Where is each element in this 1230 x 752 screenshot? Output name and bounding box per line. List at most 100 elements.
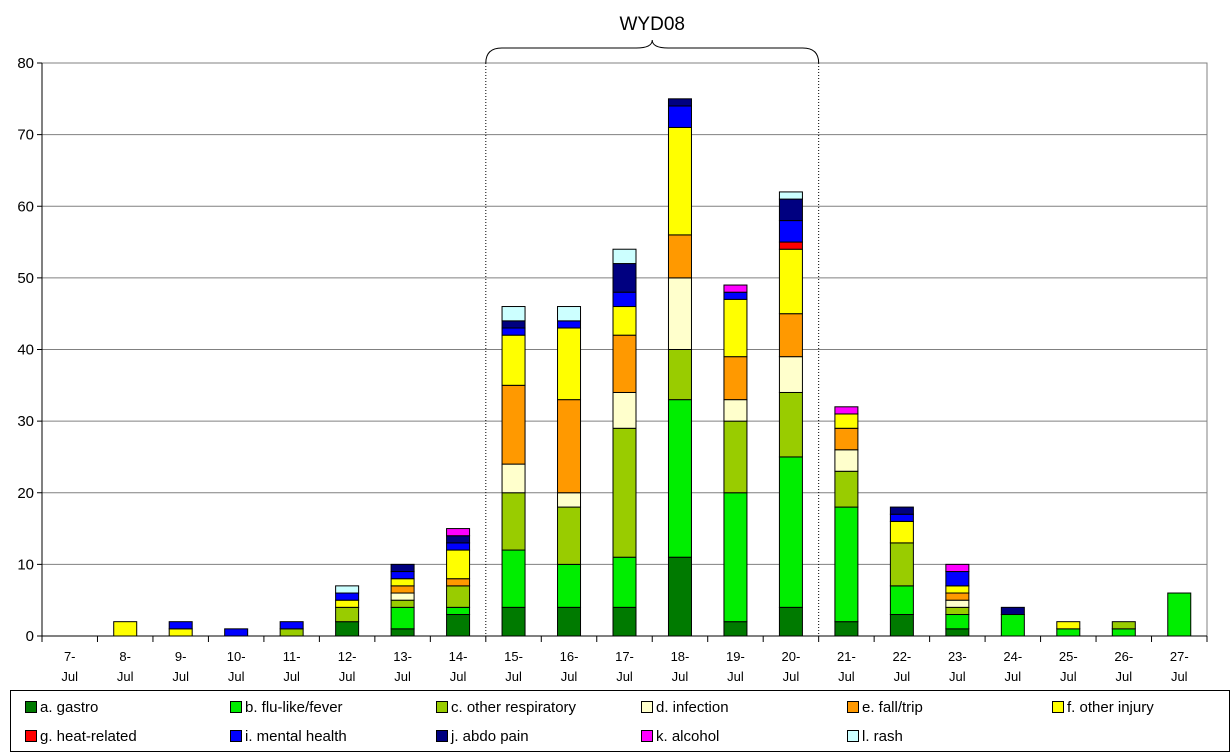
legend-item: g. heat-related <box>25 728 137 745</box>
bar-segment <box>778 241 803 250</box>
bar-segment <box>557 506 582 565</box>
legend-swatch <box>641 701 653 713</box>
bar-segment <box>834 406 859 415</box>
bar-segment <box>778 391 803 458</box>
bar-segment <box>667 105 692 128</box>
bar-segment <box>279 621 304 630</box>
bar-segment <box>834 470 859 508</box>
legend-item: l. rash <box>847 728 903 745</box>
bar-segment <box>168 621 193 630</box>
bar-segment <box>612 334 637 393</box>
x-tick-label: 22-Jul <box>892 649 911 684</box>
bar-segment <box>501 492 526 551</box>
bar-segment <box>1056 621 1081 630</box>
bar-segment <box>557 399 582 494</box>
bar-segment <box>1000 606 1025 616</box>
x-tick-label: 20-Jul <box>782 649 801 684</box>
x-tick-label: 26-Jul <box>1114 649 1133 684</box>
bar-segment <box>501 549 526 608</box>
bar-segment <box>723 621 748 637</box>
bar-segment <box>335 606 360 623</box>
bar-segment <box>612 306 637 336</box>
y-tick-label: 50 <box>17 270 34 287</box>
legend-swatch <box>25 701 37 713</box>
bar-segment <box>390 628 415 637</box>
x-tick-label: 27-Jul <box>1170 649 1189 684</box>
x-tick-label: 21-Jul <box>837 649 856 684</box>
y-tick-label: 0 <box>26 628 34 645</box>
bar-segment <box>168 628 193 637</box>
bar-segment <box>446 549 471 580</box>
bar-segment <box>335 621 360 637</box>
bar-segment <box>557 563 582 608</box>
bar-segment <box>557 606 582 637</box>
x-tick-label: 13-Jul <box>393 649 412 684</box>
bar-segment <box>501 327 526 336</box>
bar-segment <box>612 427 637 558</box>
bar-segment <box>501 320 526 329</box>
legend-swatch <box>847 701 859 713</box>
bar-segment <box>612 606 637 637</box>
bar-segment <box>446 578 471 587</box>
bar-segment <box>945 614 970 630</box>
legend-label: i. mental health <box>245 728 347 745</box>
bar-layer <box>113 98 1192 637</box>
legend-item: j. abdo pain <box>436 728 529 745</box>
bar-segment <box>667 399 692 558</box>
bar-segment <box>723 291 748 300</box>
bar-segment <box>501 334 526 386</box>
bar-segment <box>667 349 692 401</box>
legend-item: a. gastro <box>25 699 98 716</box>
bar-segment <box>778 248 803 315</box>
x-tick-label: 24-Jul <box>1003 649 1022 684</box>
bar-segment <box>1111 628 1136 637</box>
legend-label: f. other injury <box>1067 699 1154 716</box>
bar-segment <box>945 628 970 637</box>
bar-segment <box>612 248 637 265</box>
bar-segment <box>667 126 692 236</box>
bracket-brace <box>485 39 820 64</box>
axis-layer: 0 10 20 30 40 50 60 70 80 7-Jul 8-Jul 9-Jul 10-Jul 11… <box>17 55 1208 684</box>
bar-segment <box>778 606 803 637</box>
legend-label: l. rash <box>862 728 903 745</box>
bar-segment <box>778 313 803 358</box>
bar-segment <box>778 191 803 200</box>
legend-label: e. fall/trip <box>862 699 923 716</box>
legend-swatch <box>436 730 448 742</box>
bar-segment <box>778 456 803 608</box>
legend-swatch <box>230 730 242 742</box>
x-tick-label: 17-Jul <box>615 649 634 684</box>
bar-segment <box>723 399 748 422</box>
bar-segment <box>723 356 748 401</box>
y-tick-label: 10 <box>17 556 34 573</box>
bar-segment <box>834 621 859 637</box>
bar-segment <box>667 277 692 350</box>
bar-segment <box>390 599 415 608</box>
bar-segment <box>778 198 803 222</box>
bar-segment <box>557 306 582 322</box>
y-tick-label: 70 <box>17 127 34 144</box>
bar-segment <box>446 585 471 608</box>
legend-item: e. fall/trip <box>847 699 923 716</box>
bar-segment <box>501 463 526 494</box>
bar-segment <box>390 578 415 587</box>
bar-segment <box>889 585 914 616</box>
x-tick-label: 16-Jul <box>560 649 579 684</box>
legend-label: g. heat-related <box>40 728 137 745</box>
bar-segment <box>446 528 471 537</box>
bar-segment <box>390 592 415 601</box>
bar-segment <box>834 506 859 623</box>
x-tick-label: 10-Jul <box>227 649 246 684</box>
bar-segment <box>335 585 360 594</box>
legend-item: d. infection <box>641 699 729 716</box>
bar-segment <box>889 614 914 637</box>
bar-segment <box>1111 621 1136 630</box>
bar-segment <box>557 327 582 401</box>
x-tick-label: 9-Jul <box>172 649 189 684</box>
legend-label: a. gastro <box>40 699 99 716</box>
bar-segment <box>723 284 748 293</box>
bar-segment <box>667 234 692 279</box>
bar-segment <box>889 520 914 544</box>
legend-swatch <box>847 730 859 742</box>
x-tick-label: 7-Jul <box>61 649 78 684</box>
